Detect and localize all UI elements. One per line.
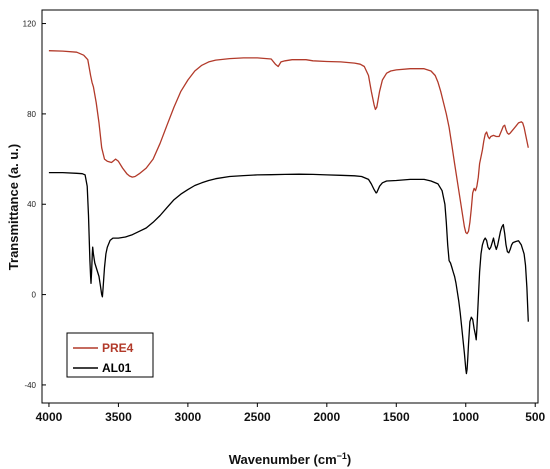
x-tick-label: 4000 [36,410,63,424]
x-axis-label-main: Wavenumber (cm [229,452,337,467]
x-tick-label: 3500 [105,410,132,424]
x-tick-label: 1500 [383,410,410,424]
y-tick-label: 40 [27,200,36,209]
y-tick-label: 0 [32,291,37,300]
x-tick-label: 2500 [244,410,271,424]
x-tick-label: 1000 [452,410,479,424]
y-axis-label: Transmittance (a. u.) [6,144,21,270]
x-tick-label: 2000 [313,410,340,424]
x-axis-label: Wavenumber (cm−1) [229,451,352,467]
y-tick-label: 120 [23,20,37,29]
legend-label-pre4: PRE4 [102,341,134,355]
y-tick-label: 80 [27,110,36,119]
series-layer [48,50,529,375]
y-axis-ticks: -40 0 40 80 120 [23,20,46,390]
x-axis-label-close: ) [347,452,351,467]
x-axis-label-superscript: −1 [337,451,347,461]
x-tick-label: 500 [525,410,545,424]
legend-label-al01: AL01 [102,361,132,375]
x-axis-ticks: 4000 3500 3000 2500 2000 1500 1000 500 [36,403,546,424]
series-line-pre4 [48,50,529,235]
y-tick-label: -40 [24,381,36,390]
legend: PRE4 AL01 [66,332,154,378]
series-line-al01 [48,171,529,375]
x-tick-label: 3000 [175,410,202,424]
legend-box [66,332,154,378]
